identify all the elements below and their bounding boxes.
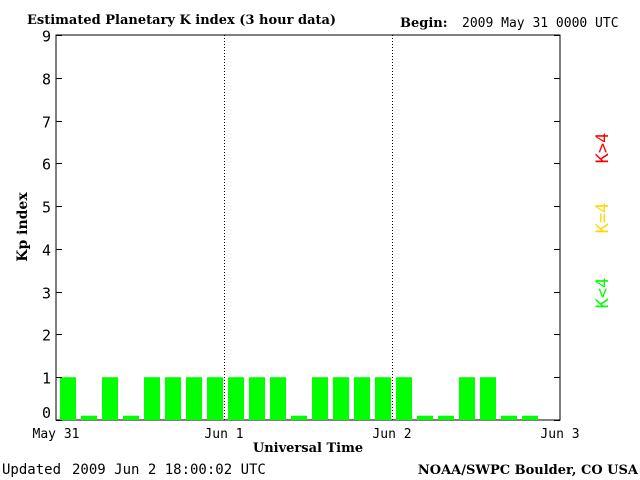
kp-bar: [396, 377, 412, 420]
kp-bar: [60, 377, 76, 420]
kp-bar: [480, 377, 496, 420]
legend-k-gt-4: K>4: [593, 133, 613, 164]
x-tick-label: Jun 3: [540, 427, 579, 442]
y-tick-label: 2: [42, 327, 51, 345]
kp-bar: [123, 415, 139, 420]
updated-label: Updated: [2, 462, 61, 478]
y-tick-label: 7: [42, 114, 51, 132]
y-tick-label: 4: [42, 242, 51, 260]
kp-bar: [438, 415, 454, 420]
day-dividers: [224, 35, 393, 420]
plot-frame: [55, 34, 561, 421]
kp-bar: [207, 377, 223, 420]
kp-bar: [81, 415, 97, 420]
kp-bar: [291, 415, 307, 420]
kp-bar: [312, 377, 328, 420]
legend-k-lt-4: K<4: [593, 278, 613, 309]
legend-k-eq-4: K=4: [593, 203, 613, 234]
kp-bar: [354, 377, 370, 420]
source-credit: NOAA/SWPC Boulder, CO USA: [418, 463, 639, 478]
x-axis-label: Universal Time: [253, 441, 363, 456]
kp-bar: [102, 377, 118, 420]
kp-bar: [522, 415, 538, 420]
kp-bar: [270, 377, 286, 420]
legend: K>4 K=4 K<4: [593, 133, 613, 309]
kp-bar: [333, 377, 349, 420]
y-axis-label: Kp index: [15, 192, 31, 262]
updated-value: 2009 Jun 2 18:00:02 UTC: [72, 462, 266, 478]
y-tick-label: 1: [42, 370, 51, 388]
begin-label: Begin:: [400, 16, 448, 31]
y-tick-label: 5: [42, 199, 51, 217]
y-tick-label: 3: [42, 285, 51, 303]
kp-bar: [501, 415, 517, 420]
y-tick-label: 6: [42, 156, 51, 174]
kp-bar: [144, 377, 160, 420]
y-tick-label: 0: [42, 404, 51, 422]
kp-bars: [60, 377, 538, 420]
kp-bar: [249, 377, 265, 420]
begin-value: 2009 May 31 0000 UTC: [462, 16, 619, 31]
y-tick-label: 8: [42, 71, 51, 89]
y-tick-label: 9: [42, 28, 51, 46]
kp-bar: [459, 377, 475, 420]
y-axis: 0 1 2 3 4 5 6 7 8 9: [42, 28, 560, 422]
kp-bar: [186, 377, 202, 420]
x-axis: May 31 Jun 1 Jun 2 Jun 3: [33, 427, 580, 442]
x-tick-label: May 31: [33, 427, 80, 442]
x-tick-label: Jun 2: [372, 427, 411, 442]
kp-bar: [228, 377, 244, 420]
kp-bar: [165, 377, 181, 420]
kp-bar: [375, 377, 391, 420]
x-tick-label: Jun 1: [204, 427, 243, 442]
kp-bar: [417, 415, 433, 420]
chart-title: Estimated Planetary K index (3 hour data…: [27, 13, 336, 28]
